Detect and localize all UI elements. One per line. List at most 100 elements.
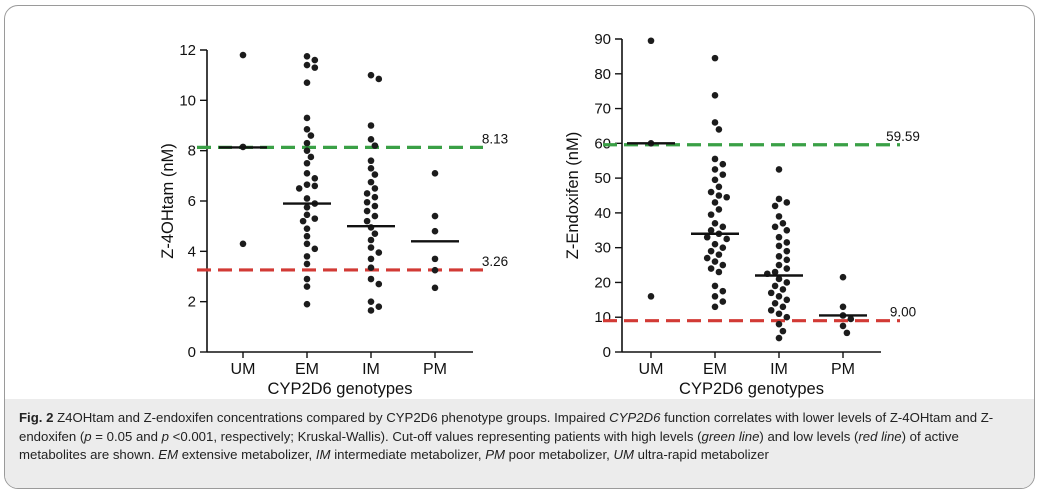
caption-segment: EM <box>158 447 179 463</box>
data-point <box>707 265 715 272</box>
x-tick-label-pm: PM <box>831 361 855 378</box>
y-tick-label: 4 <box>188 243 196 260</box>
data-point <box>311 175 319 182</box>
caption-segment: CYP2D6 <box>609 410 661 425</box>
x-tick-label-um: UM <box>231 361 256 378</box>
data-point <box>363 217 371 225</box>
data-point <box>431 255 439 263</box>
y-tick-label: 8 <box>188 143 196 160</box>
data-point <box>375 249 383 256</box>
y-tick-label: 60 <box>594 135 611 152</box>
data-point <box>719 287 727 295</box>
x-tick-label-em: EM <box>703 361 727 378</box>
data-point <box>711 92 719 99</box>
data-point <box>431 212 439 220</box>
y-tick-label: 70 <box>594 101 611 118</box>
data-point <box>371 193 379 201</box>
data-point <box>715 183 723 191</box>
data-point <box>431 170 439 177</box>
data-point <box>367 275 375 283</box>
data-point <box>375 303 383 311</box>
data-point <box>711 258 719 265</box>
data-point <box>783 313 791 321</box>
caption-segment: p <box>84 428 92 444</box>
data-point <box>303 211 311 219</box>
data-point <box>711 176 719 184</box>
data-point <box>303 52 311 60</box>
data-point <box>375 280 383 288</box>
z-endoxifen-chart: 0 10 20 30 40 50 60 70 80 90 UM EM IM PM CYP2D6 genoty… <box>520 6 1034 401</box>
figure-frame: 0 2 4 6 8 10 12 UM EM IM PM CYP2D6 genotypes Z-4OHta… <box>4 5 1035 489</box>
y-tick-label: 0 <box>188 344 196 361</box>
caption-text: Z4OHtam and Z-endoxifen concentrations c… <box>19 410 993 462</box>
data-point <box>239 51 247 59</box>
data-point <box>363 198 371 206</box>
data-point <box>839 273 847 281</box>
red-cutoff-label: 9.00 <box>890 305 916 320</box>
data-point <box>711 240 719 248</box>
data-point <box>775 233 783 241</box>
y-tick-label: 50 <box>594 170 611 187</box>
caption-segment: = 0.05 and <box>91 428 162 444</box>
caption-segment: intermediate metabolizer, <box>330 447 486 463</box>
data-point <box>307 153 315 161</box>
data-point <box>771 282 779 290</box>
data-point <box>303 253 311 260</box>
data-point <box>303 181 311 188</box>
data-point <box>367 71 375 79</box>
data-point <box>367 298 375 305</box>
data-point <box>719 171 727 178</box>
data-point <box>303 283 311 290</box>
caption-segment: p <box>161 428 169 444</box>
data-point <box>311 215 319 222</box>
data-point <box>303 61 311 69</box>
y-tick-label: 0 <box>603 344 611 361</box>
data-point <box>779 220 787 227</box>
x-tick-label-im: IM <box>362 361 380 378</box>
data-point <box>431 227 439 235</box>
data-point <box>715 126 723 133</box>
z4ohtam-plot-svg: 0 2 4 6 8 10 12 UM EM IM PM CYP2D6 genotypes Z-4OHta… <box>159 42 508 398</box>
data-point <box>847 315 855 323</box>
data-point <box>311 56 319 64</box>
data-point <box>303 275 311 283</box>
data-point <box>303 79 311 87</box>
data-point <box>371 171 379 178</box>
data-point <box>303 225 311 232</box>
data-point <box>367 164 375 172</box>
x-axis-title: CYP2D6 genotypes <box>679 380 824 398</box>
data-point <box>371 185 379 192</box>
data-point <box>707 226 715 234</box>
data-point <box>303 147 311 154</box>
data-point <box>363 190 371 197</box>
data-point <box>431 266 439 274</box>
data-point <box>367 122 375 129</box>
caption-segment: ) and low levels ( <box>759 428 859 444</box>
x-tick-label-em: EM <box>295 361 319 378</box>
x-tick-label-um: UM <box>639 361 664 378</box>
y-tick-label: 12 <box>179 42 196 59</box>
data-point <box>367 264 375 271</box>
data-point <box>303 159 311 167</box>
caption-segment: ultra-rapid metabolizer <box>634 447 769 463</box>
caption-segment: extensive metabolizer, <box>178 447 316 463</box>
data-point <box>711 303 719 311</box>
data-point <box>775 293 783 300</box>
data-point <box>767 289 775 297</box>
data-point <box>303 114 311 122</box>
y-tick-label: 20 <box>594 274 611 291</box>
data-point <box>719 298 727 305</box>
x-tick-label-pm: PM <box>423 361 447 378</box>
data-point <box>303 260 311 268</box>
y-tick-label: 90 <box>594 31 611 48</box>
y-tick-label: 6 <box>188 193 196 210</box>
data-point <box>771 268 779 276</box>
data-point <box>367 244 375 251</box>
data-point <box>783 199 791 206</box>
red-cutoff-label: 3.26 <box>482 254 508 269</box>
data-point <box>783 226 791 234</box>
data-point <box>783 239 791 246</box>
y-axis-title: Z-Endoxifen (nM) <box>564 132 582 259</box>
data-point <box>711 166 719 173</box>
data-point <box>307 132 315 139</box>
